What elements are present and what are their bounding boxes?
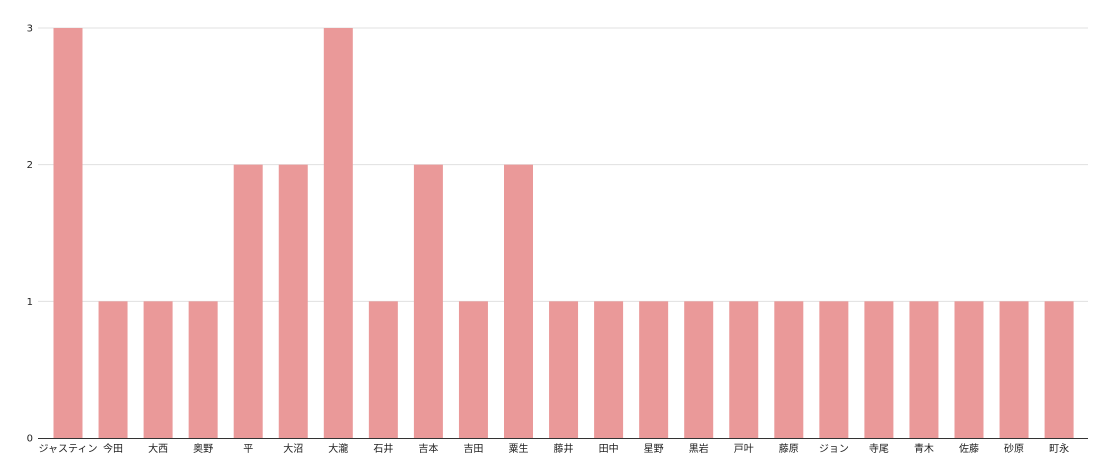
x-tick-label: ジョン: [819, 444, 849, 455]
bar: [413, 164, 443, 438]
bar: [819, 301, 849, 438]
gridlines: [38, 27, 1088, 302]
x-tick-label: 大瀧: [328, 442, 348, 455]
bar: [368, 301, 398, 438]
x-tick-label: 大西: [148, 442, 168, 455]
x-tick-label: 平: [243, 444, 253, 455]
x-tick-label: ジャスティン: [39, 444, 98, 455]
bar: [504, 164, 533, 438]
x-tick-label: 町永: [1049, 442, 1069, 455]
x-tick-label: 藤原: [779, 443, 799, 455]
bar: [233, 164, 263, 438]
bar: [639, 301, 669, 438]
bar: [909, 301, 939, 438]
x-tick-label: 今田: [103, 442, 123, 455]
y-tick-label: 1: [27, 297, 33, 308]
bar: [864, 301, 894, 438]
x-tick-label: 吉田: [463, 443, 483, 455]
bar: [323, 28, 353, 438]
bar: [98, 301, 128, 438]
x-tick-label: 粟生: [509, 442, 529, 455]
y-tick-labels: 0 1 2 3: [27, 24, 33, 445]
bar: [954, 301, 984, 438]
x-tick-label: 寺尾: [869, 443, 889, 455]
bar: [774, 301, 804, 438]
x-tick-labels: ジャスティン 今田 大西 奥野 平 大沼 大瀧 石井 吉本 吉田 粟生 藤井 田中 星野 黒岩 戸叶 藤原 ジョン…: [39, 442, 1070, 455]
x-tick-label: 田中: [599, 442, 619, 455]
bar: [684, 301, 714, 438]
x-tick-label: 奥野: [193, 442, 213, 455]
x-tick-label: 星野: [644, 443, 664, 455]
x-tick-label: 吉本: [418, 442, 438, 455]
bar: [999, 301, 1029, 438]
bar: [458, 301, 488, 438]
y-tick-label: 3: [27, 24, 33, 35]
bar: [1044, 301, 1074, 438]
bar: [143, 301, 173, 438]
y-tick-label: 2: [27, 160, 33, 171]
bar: [729, 301, 759, 438]
bar: [53, 28, 83, 438]
bar: [549, 301, 579, 438]
bar: [188, 301, 218, 438]
bar: [594, 301, 624, 438]
x-tick-label: 砂原: [1004, 442, 1024, 455]
x-tick-label: 佐藤: [959, 443, 979, 455]
bars: [53, 28, 1074, 438]
bar: [278, 164, 308, 438]
x-tick-label: 藤井: [554, 442, 574, 455]
x-tick-label: 青木: [914, 442, 934, 455]
x-tick-label: 戸叶: [734, 443, 754, 455]
y-tick-label: 0: [27, 434, 33, 445]
x-tick-label: 黒岩: [689, 442, 709, 455]
x-tick-label: 石井: [373, 442, 393, 455]
x-tick-label: 大沼: [283, 442, 303, 455]
